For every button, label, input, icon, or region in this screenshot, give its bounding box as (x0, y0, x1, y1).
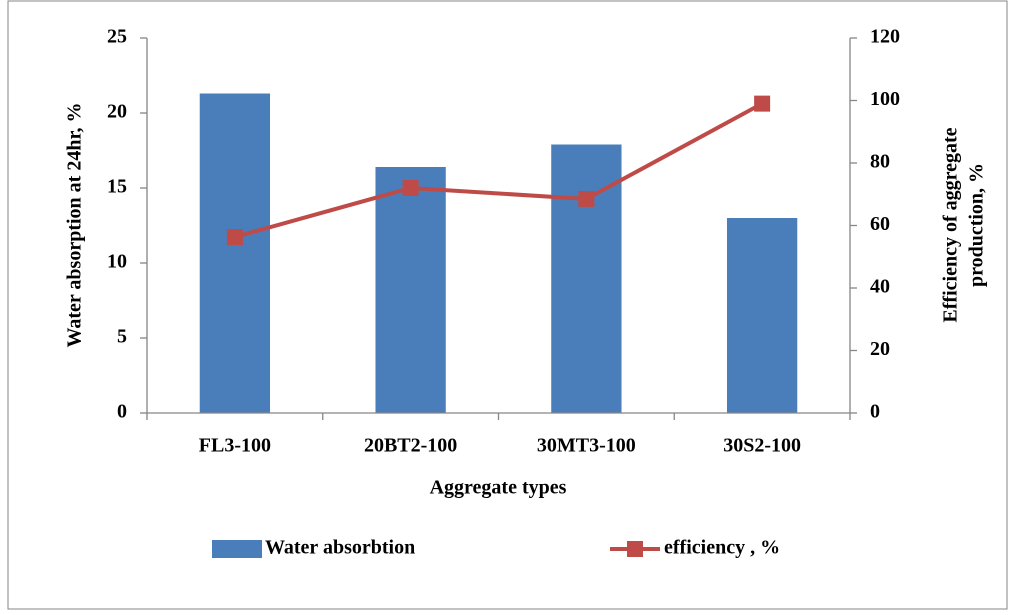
x-tick-label: 30S2-100 (723, 435, 801, 457)
legend-swatch (212, 540, 262, 558)
marker (578, 190, 595, 207)
y2-tick-label: 0 (870, 401, 880, 423)
bar (375, 167, 446, 413)
x-tick-label: 30MT3-100 (537, 435, 636, 457)
y2-tick-label: 80 (870, 151, 890, 173)
legend-swatch (627, 541, 643, 557)
legend-label: Water absorbtion (265, 537, 415, 559)
bar (551, 144, 622, 413)
y-axis-label: Water absorption at 24hr, % (64, 102, 86, 347)
y-tick-label: 0 (117, 401, 127, 423)
marker (226, 229, 243, 246)
x-axis-label: Aggregate types (430, 477, 567, 499)
y2-axis-label: Efficiency of aggregate (940, 127, 962, 322)
y-tick-label: 25 (107, 26, 127, 48)
y2-tick-label: 40 (870, 276, 890, 298)
marker (402, 180, 419, 196)
line (234, 101, 764, 239)
y-tick-label: 15 (107, 176, 127, 198)
y-tick-label: 10 (107, 251, 127, 273)
bar (199, 93, 271, 413)
bar (726, 218, 798, 413)
x-tick-label: FL3-100 (199, 435, 271, 457)
chart-border (7, 0, 1008, 610)
x-tick-label: 20BT2-100 (364, 435, 457, 457)
y-tick-label: 20 (107, 101, 127, 123)
y2-axis-label: production, % (966, 163, 988, 287)
legend-label: efficiency , % (664, 537, 780, 559)
y-tick-label: 5 (117, 326, 127, 348)
y2-tick-label: 120 (870, 26, 900, 48)
y2-tick-label: 60 (870, 213, 890, 235)
marker (754, 95, 771, 112)
y2-tick-label: 20 (870, 338, 890, 360)
y2-tick-label: 100 (870, 88, 900, 110)
